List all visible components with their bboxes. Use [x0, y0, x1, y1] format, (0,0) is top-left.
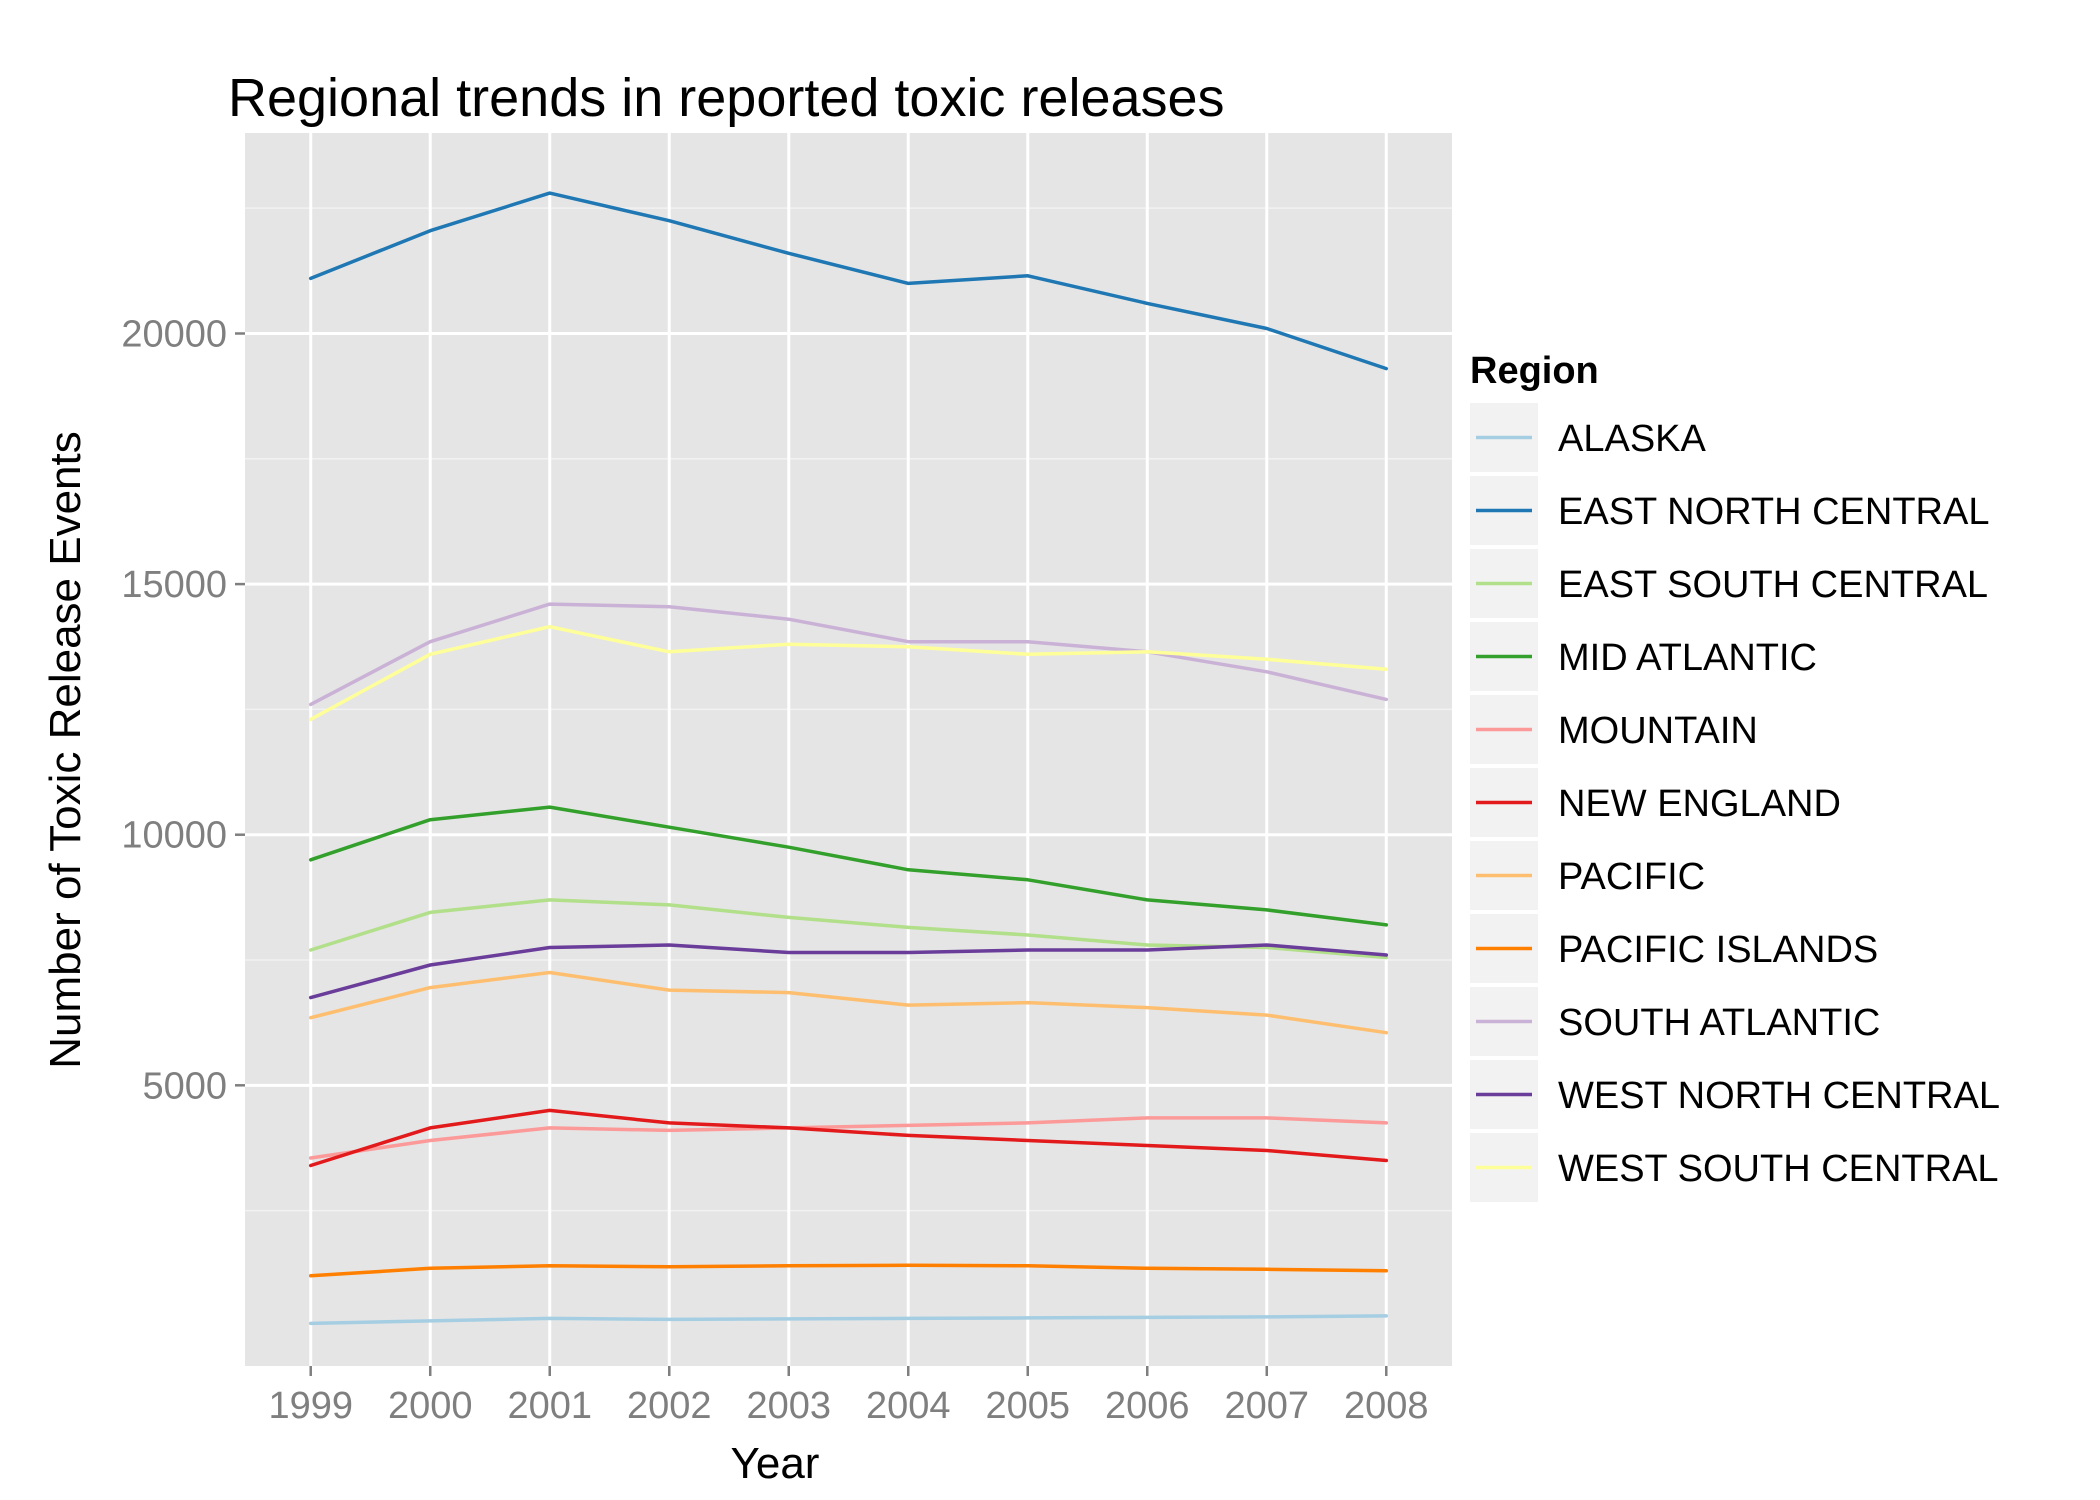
- series-line-new-england: [308, 1108, 1389, 1168]
- x-axis: 1999 2000 2001 2002 2003 2004 2005 2006 2007 2008: [268, 1366, 1429, 1427]
- series-layer: [308, 191, 1389, 1326]
- x-tick-label: 2004: [866, 1385, 951, 1427]
- chart-title: Regional trends in reported toxic releas…: [228, 68, 1225, 128]
- series-line-west-north-central: [308, 943, 1389, 1000]
- legend-label: PACIFIC ISLANDS: [1558, 929, 1878, 971]
- legend-label: MID ATLANTIC: [1558, 637, 1817, 679]
- series-line-west-south-central: [308, 624, 1389, 722]
- series-line-east-north-central: [308, 191, 1389, 371]
- legend-title: Region: [1470, 350, 1599, 392]
- legend-label: EAST SOUTH CENTRAL: [1558, 564, 1988, 606]
- y-tick-label: 20000: [121, 313, 227, 355]
- x-tick-label: 2007: [1224, 1385, 1309, 1427]
- legend-label: SOUTH ATLANTIC: [1558, 1002, 1880, 1044]
- x-tick-label: 2006: [1105, 1385, 1190, 1427]
- x-tick-label: 2002: [627, 1385, 712, 1427]
- x-tick-label: 2008: [1344, 1385, 1429, 1427]
- legend-label: WEST SOUTH CENTRAL: [1558, 1148, 1999, 1190]
- legend-label: MOUNTAIN: [1558, 710, 1758, 752]
- series-line-mid-atlantic: [308, 805, 1389, 927]
- y-tick-label: 15000: [121, 564, 227, 606]
- x-tick-label: 2005: [985, 1385, 1070, 1427]
- y-axis: 5000 10000 15000 20000: [121, 313, 245, 1107]
- legend-label: NEW ENGLAND: [1558, 783, 1841, 825]
- y-tick-label: 10000: [121, 815, 227, 857]
- series-line-mountain: [308, 1116, 1389, 1160]
- series-line-pacific: [308, 970, 1389, 1035]
- x-tick-label: 2003: [746, 1385, 831, 1427]
- series-line-alaska: [308, 1314, 1389, 1326]
- y-axis-title: Number of Toxic Release Events: [41, 431, 90, 1068]
- x-axis-title: Year: [731, 1439, 820, 1488]
- x-tick-label: 2000: [388, 1385, 473, 1427]
- legend-label: PACIFIC: [1558, 856, 1705, 898]
- major-grid: [245, 133, 1452, 1366]
- series-line-pacific-islands: [308, 1263, 1389, 1278]
- legend-label: EAST NORTH CENTRAL: [1558, 491, 1989, 533]
- x-tick-label: 2001: [507, 1385, 592, 1427]
- plot-panel: [245, 133, 1452, 1366]
- y-tick-label: 5000: [142, 1065, 227, 1107]
- legend-label: ALASKA: [1558, 418, 1707, 460]
- minor-grid: [245, 207, 1452, 1212]
- legend: Region ALASKA EAST NORTH CENTRAL EAST SOUT…: [1470, 350, 2000, 1202]
- x-tick-label: 1999: [268, 1385, 353, 1427]
- legend-label: WEST NORTH CENTRAL: [1558, 1075, 2000, 1117]
- series-line-south-atlantic: [308, 602, 1389, 707]
